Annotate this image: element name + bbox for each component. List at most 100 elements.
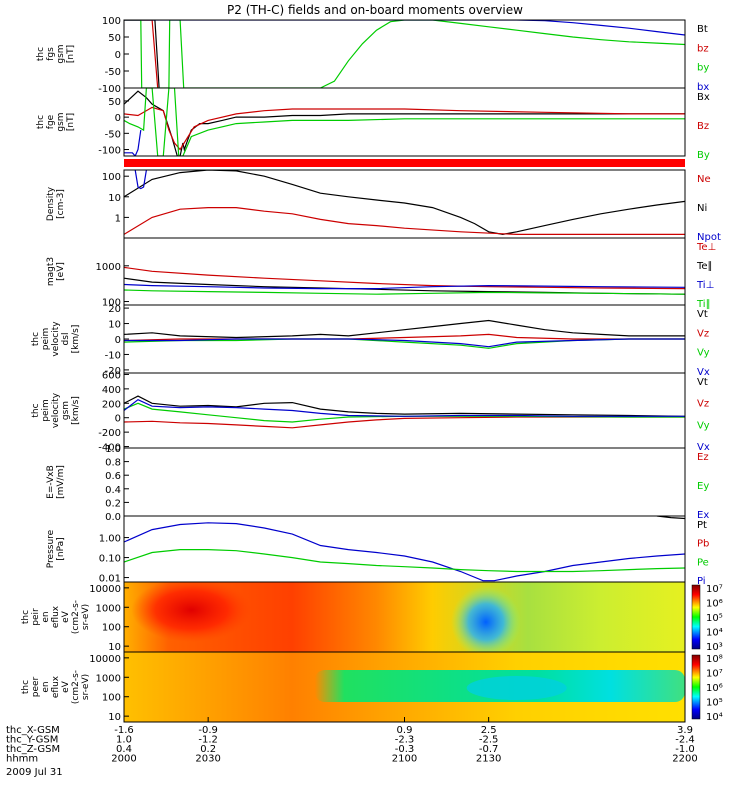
y-tick-label: 0 [115,335,121,346]
y-tick-label: 0 [115,113,121,124]
electron-core [466,676,567,700]
y-tick-label: 0 [115,50,121,61]
panel-velocity-dsl: 20 10 0 -10 -20 thc peim velocity dsl [km/s] Vt Vz V… [31,304,710,378]
hot-ion-region [131,582,252,642]
y-axis-title: eV [61,680,71,693]
y-tick-label: 10 [108,712,121,723]
y-tick-label: -50 [105,129,121,140]
series-Vy [124,402,685,423]
spectrogram-electron-spectrogram [124,652,685,722]
legend-Vt: Vt [697,309,708,320]
y-axis-title: Pressure [46,529,56,568]
series-bz [124,20,159,88]
y-tick-label: 1000 [96,603,121,614]
legend-Vy: Vy [697,420,710,431]
y-axis-title: [nT] [66,45,76,63]
series-Ti∥ [124,289,685,295]
panel-frame [123,87,686,157]
y-axis-title: [nPa] [56,537,66,560]
y-axis-title: thc [36,47,46,61]
legend-By: By [697,150,710,161]
x-row-label: hhmm [6,754,38,765]
x-row-label: thc_Y-GSM [6,735,58,746]
series-group-fgs [124,20,685,88]
legend-Pe: Pe [697,557,709,568]
y-axis-title: fgs [46,47,56,61]
colorbar-tick: 10⁴ [706,712,723,723]
separator-bar [124,159,685,167]
y-axis-title: gsm [56,112,66,131]
y-tick-label: 100 [102,172,121,183]
legend-Vt: Vt [697,377,708,388]
y-tick-label: 1.0 [105,444,121,455]
y-tick-label: 100 [102,623,121,634]
y-axis-title: peir [31,608,41,626]
x-row-value: 2130 [476,754,501,765]
y-axis-title: dsl [61,333,71,346]
series-Vx [124,399,685,417]
legend-Bz: Bz [697,121,709,132]
x-row-value: -0.9 [198,725,218,736]
y-tick-label: 50 [108,33,121,44]
cold-ion-region [450,586,521,652]
colorbar-tick: 10⁵ [706,613,723,624]
x-row-value: -1.2 [198,735,218,746]
legend-Vx: Vx [697,442,710,453]
y-tick-label: 1 [115,213,121,224]
y-axis-title: [eV] [56,262,66,281]
series-Npot [134,170,147,190]
y-tick-label: 0 [115,414,121,425]
series-Pt [656,516,685,520]
spectrogram-ion-spectrogram [124,582,685,652]
y-tick-label: 20 [108,304,121,315]
series-group-fge [124,88,685,156]
panel-temperature: 1000 100 magt3 [eV] Te⊥ Te∥ Ti⊥ Ti∥ [46,237,716,310]
x-row-value: 0.2 [200,744,216,755]
series-Vx [124,338,685,348]
x-row-value: 2000 [111,754,136,765]
y-axis-title: E=-VxB [46,465,56,499]
colorbar-tick: 10⁵ [706,698,723,709]
y-axis-title: thc [21,680,31,694]
x-row-value: 2.5 [481,725,497,736]
y-tick-label: 10000 [89,584,121,595]
y-tick-label: -100 [98,84,121,95]
series-Pi [124,522,685,582]
legend-bx: bx [697,82,709,93]
y-tick-label: -100 [98,146,121,157]
colorbar-tick: 10³ [706,642,723,653]
x-row-value: 0.4 [116,744,132,755]
y-axis-title: velocity [51,392,61,428]
y-axis-title: peer [31,676,41,697]
y-tick-label: 0.6 [105,471,121,482]
legend-Ti⊥: Ti⊥ [696,280,714,291]
series-Vt [124,395,685,417]
y-tick-label: -50 [105,67,121,78]
series-Ti⊥ [124,283,685,290]
x-row-value: -0.3 [395,744,415,755]
y-axis-title: velocity [51,321,61,357]
panel-ion-spectrogram: 10⁷ 10⁶ 10⁵ 10⁴ 10³ 10000 1000 100 10 thc peir en ef… [21,581,723,653]
panel-frame [123,447,686,517]
y-tick-label: 10 [108,320,121,331]
x-row-value: 0.9 [397,725,413,736]
series-Vt [124,319,685,339]
y-axis-title: en [41,611,51,622]
series-Ne [124,207,685,235]
y-tick-label: 10 [108,642,121,653]
legend-Ni: Ni [697,203,707,214]
panel-fge: 50 0 -50 -100 thc fge gsm [nT] Bx Bz By [36,87,710,161]
y-axis-title: sr-eV) [81,604,91,630]
x-row-value: -0.7 [479,744,499,755]
y-tick-label: 1.00 [99,534,121,545]
y-tick-label: 400 [102,385,121,396]
panel-density: 100 10 1 Density [cm-3] Ne Ni Npot [46,169,721,243]
y-tick-label: 0.8 [105,458,121,469]
series-Bt [124,20,160,88]
colorbar [691,654,701,720]
y-axis-title: sr-eV) [81,674,91,700]
panel-efield: 1.0 0.8 0.6 0.4 0.2 0.0 E=-VxB [mV/m] Ez Ey Ex [46,444,709,523]
series-group-pressure [124,516,685,582]
y-axis-title: thc [21,610,31,624]
